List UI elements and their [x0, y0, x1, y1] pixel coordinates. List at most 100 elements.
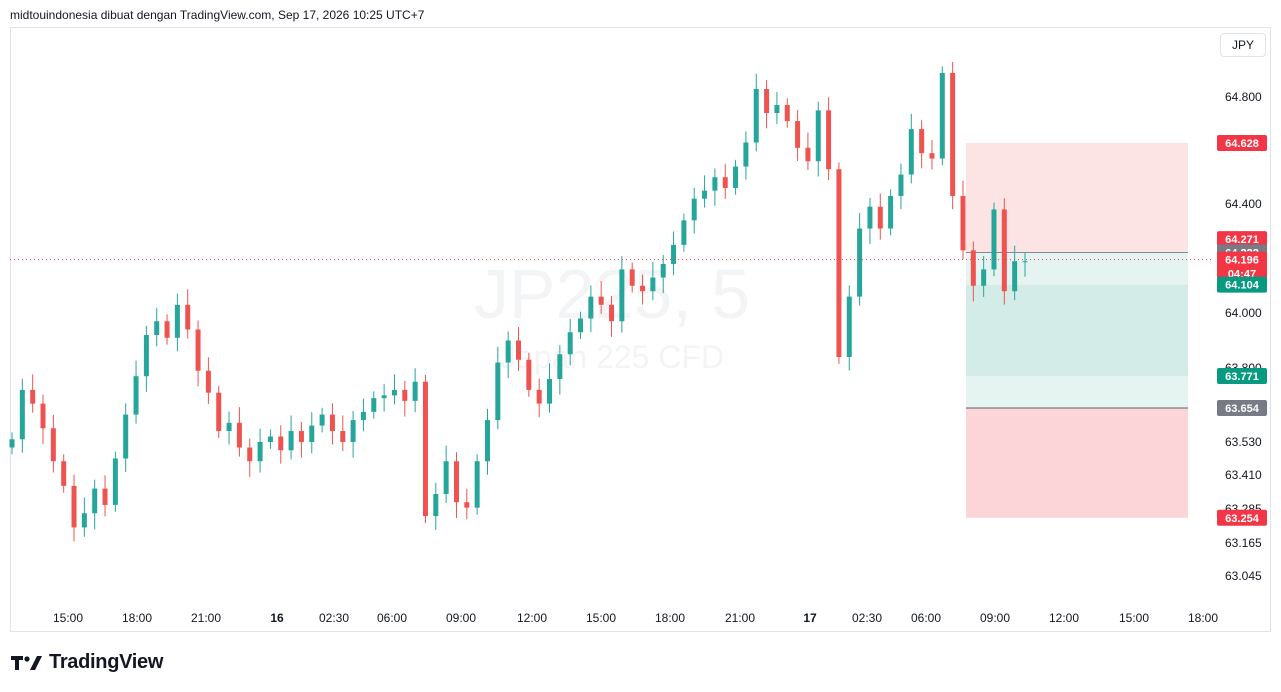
- price-axis-label: 63.165: [1225, 536, 1262, 550]
- candle: [567, 318, 573, 366]
- symbol-watermark: JP225, 5 Japan 225 CFD: [474, 255, 750, 375]
- candle: [474, 454, 480, 515]
- candle: [495, 346, 501, 430]
- svg-text:64.104: 64.104: [1225, 280, 1260, 292]
- time-axis-label: 02:30: [852, 611, 882, 625]
- candle: [92, 479, 98, 530]
- candle: [640, 274, 646, 305]
- candle: [1012, 245, 1018, 301]
- candle: [381, 384, 387, 412]
- candle: [61, 454, 67, 493]
- candle: [143, 325, 149, 392]
- candle: [453, 452, 459, 519]
- price-axis[interactable]: 64.80064.40064.00063.80063.53063.41063.2…: [1225, 90, 1262, 583]
- time-axis-label: 15:00: [586, 611, 616, 625]
- candle: [619, 256, 625, 333]
- candle: [867, 197, 873, 245]
- candle: [309, 412, 315, 454]
- candle: [1001, 198, 1007, 305]
- svg-text:64.196: 64.196: [1225, 255, 1259, 267]
- candle: [464, 488, 470, 520]
- candle: [681, 213, 687, 252]
- time-axis-label: 09:00: [980, 611, 1010, 625]
- candle: [71, 474, 77, 542]
- candle: [629, 262, 635, 293]
- time-axis-label: 21:00: [191, 611, 221, 625]
- candle: [226, 411, 232, 445]
- candle: [516, 327, 521, 372]
- candle: [712, 168, 718, 206]
- candle: [433, 482, 439, 530]
- currency-button[interactable]: JPY: [1220, 33, 1266, 57]
- time-axis-label: 15:00: [53, 611, 83, 625]
- candle: [236, 407, 242, 457]
- time-axis-label: 17: [803, 611, 817, 625]
- candle: [557, 345, 563, 395]
- time-axis[interactable]: 15:00 18:00 21:00 16 02:30 06:00 09:00 12:00 15:…: [53, 611, 1218, 625]
- candle: [795, 110, 801, 161]
- tradingview-logo-text: TradingView: [49, 651, 164, 673]
- candle: [826, 97, 832, 181]
- svg-text:64.271: 64.271: [1225, 234, 1259, 246]
- candle: [836, 162, 842, 364]
- candle: [578, 311, 584, 340]
- candle: [733, 159, 739, 195]
- chart-frame: [10, 27, 1271, 632]
- candle: [991, 202, 997, 277]
- candle: [30, 374, 36, 413]
- position-zones[interactable]: [966, 143, 1188, 518]
- candle: [154, 307, 160, 347]
- time-axis-label: 18:00: [122, 611, 152, 625]
- stop-loss-zone[interactable]: [966, 143, 1188, 253]
- time-axis-label: 06:00: [377, 611, 407, 625]
- candle: [298, 421, 304, 458]
- candle: [340, 415, 346, 452]
- time-axis-label: 15:00: [1119, 611, 1149, 625]
- candle: [764, 80, 770, 129]
- candle: [112, 451, 118, 512]
- candle: [536, 378, 542, 418]
- chart-attribution: midtouindonesia dibuat dengan TradingVie…: [10, 8, 425, 22]
- candle: [722, 164, 728, 199]
- price-tag-stop: 64.628: [1217, 135, 1267, 152]
- candle: [650, 262, 656, 301]
- candle: [908, 113, 914, 184]
- svg-text:63.254: 63.254: [1225, 513, 1260, 525]
- time-axis-label: 12:00: [1049, 611, 1079, 625]
- price-tag-target: 63.771: [1217, 367, 1267, 384]
- candle: [257, 428, 263, 473]
- take-profit-inner-zone[interactable]: [966, 284, 1188, 376]
- candle: [877, 193, 883, 240]
- candle: [422, 374, 428, 524]
- candle: [970, 241, 976, 302]
- candle: [702, 175, 708, 208]
- candle: [205, 357, 211, 404]
- candle: [288, 415, 294, 460]
- candle: [278, 425, 284, 464]
- candle: [950, 61, 956, 210]
- candle: [19, 378, 25, 453]
- candle: [350, 411, 356, 458]
- candle: [609, 295, 615, 337]
- candle: [981, 256, 987, 297]
- tradingview-logo[interactable]: TradingView: [11, 651, 163, 674]
- candle: [402, 380, 408, 417]
- candle: [164, 314, 170, 345]
- svg-text:64.628: 64.628: [1225, 138, 1259, 150]
- price-axis-label: 64.800: [1225, 90, 1262, 104]
- time-axis-label: 09:00: [446, 611, 476, 625]
- candle: [784, 98, 790, 128]
- lower-stop-zone[interactable]: [966, 408, 1188, 518]
- price-axis-label: 63.530: [1225, 435, 1262, 449]
- candle: [960, 180, 966, 260]
- candle: [660, 254, 666, 294]
- candle: [329, 403, 335, 445]
- time-axis-label: 12:00: [517, 611, 547, 625]
- svg-text:63.771: 63.771: [1225, 371, 1259, 383]
- candle: [9, 432, 15, 455]
- price-axis-label: 63.410: [1225, 468, 1262, 482]
- candle: [412, 368, 418, 413]
- price-tag-stop: 64.271: [1217, 231, 1267, 248]
- candle: [174, 293, 180, 352]
